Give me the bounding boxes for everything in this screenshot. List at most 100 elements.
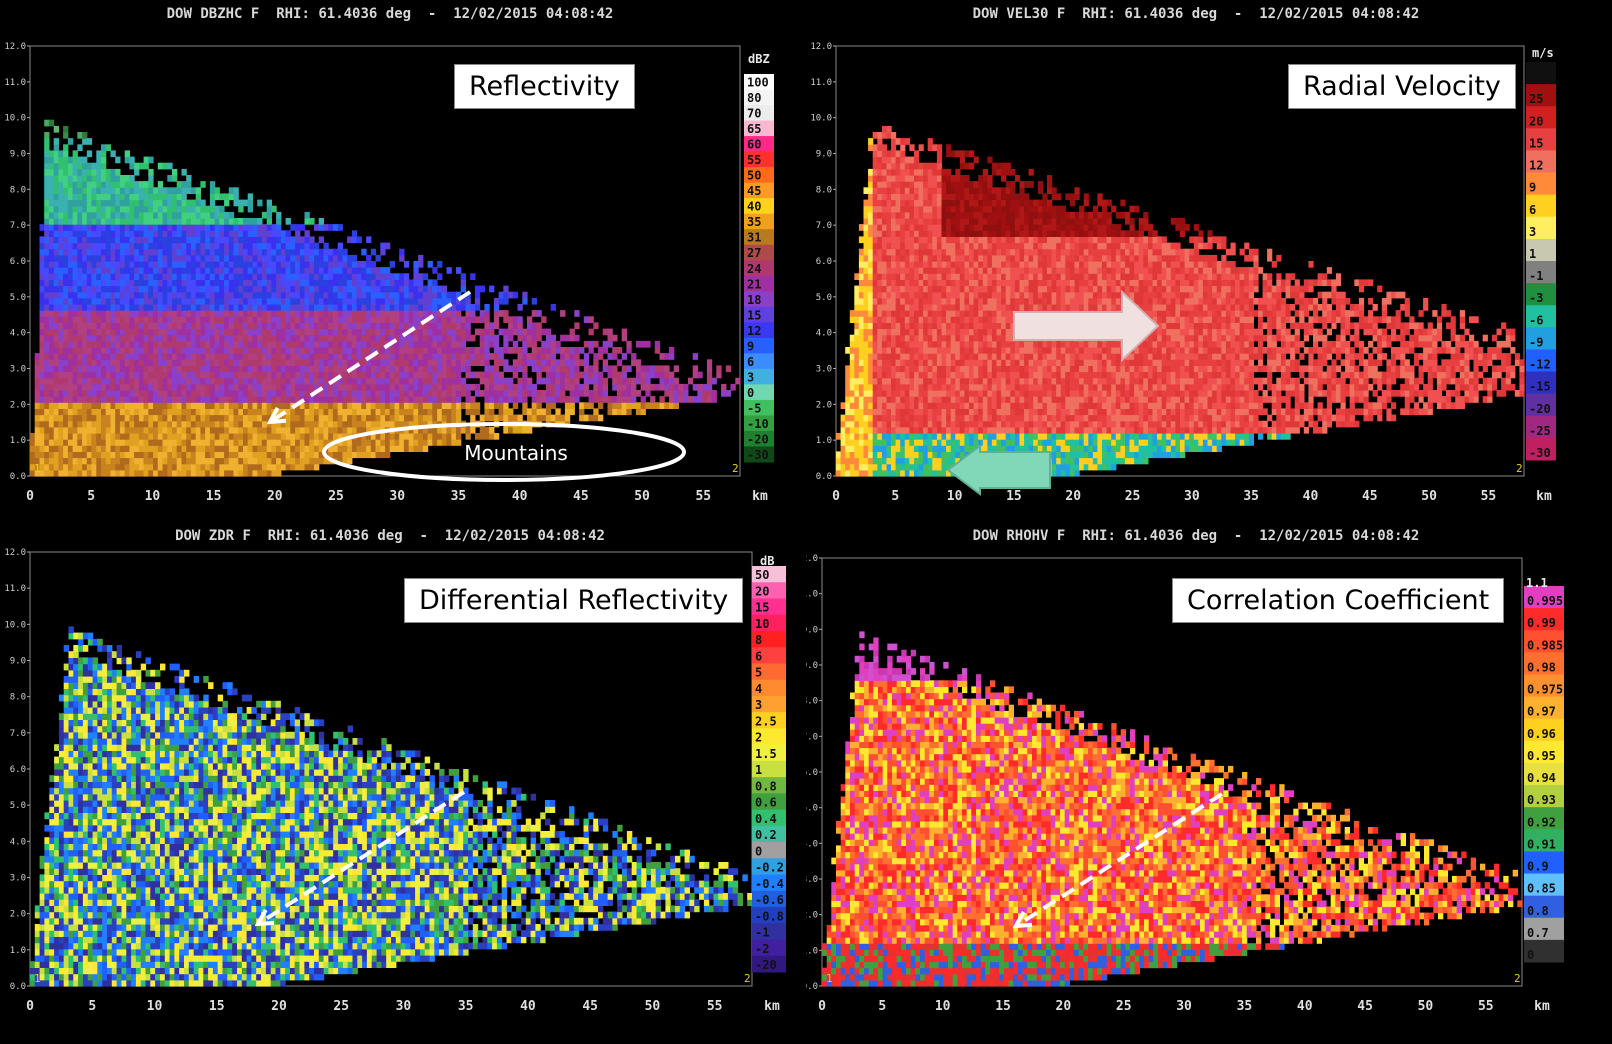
colorbar-unit: dB	[760, 554, 775, 568]
colorbar-swatch	[752, 614, 786, 632]
colorbar-label: -25	[1529, 424, 1551, 438]
x-tick-label: 50	[1421, 489, 1437, 504]
colorbar-label: 35	[747, 215, 761, 229]
colorbar-label: 0.85	[1527, 882, 1556, 896]
x-tick-label: 55	[707, 999, 723, 1014]
colorbar-label: 0	[755, 844, 762, 858]
y-tick-label: 1.0	[10, 946, 26, 956]
corner-mark: 2	[1516, 462, 1523, 475]
colorbar-label: -9	[1529, 335, 1543, 349]
panel-header: DOW ZDR F RHI: 61.4036 deg - 12/02/2015 …	[175, 528, 605, 544]
y-tick-label: 6.0	[10, 257, 26, 267]
colorbar-label: 0.98	[1527, 660, 1556, 674]
y-tick-label: 1.0	[806, 946, 818, 956]
colorbar-unit: dBZ	[748, 52, 770, 66]
colorbar-label: 0.7	[1527, 926, 1549, 940]
colorbar-swatch	[752, 793, 786, 811]
colorbar-swatch	[752, 663, 786, 681]
x-tick-label: 50	[634, 489, 650, 504]
colorbar-label: -0.4	[755, 877, 784, 891]
colorbar-label: 65	[747, 122, 761, 136]
colorbar-swatch	[1526, 84, 1556, 107]
x-tick-label: 5	[88, 999, 96, 1014]
y-tick-label: 3.0	[816, 365, 832, 375]
colorbar-swatch	[752, 760, 786, 778]
colorbar-label: 2.5	[755, 714, 777, 728]
colorbar-swatch	[1524, 762, 1564, 786]
panel-title: Differential Reflectivity	[404, 578, 744, 623]
rhi-plot-radial-velocity: 0 5 10 15 20 25 30 35 40 45 50 55 km 0.0 1.0 2.0 3.0 4.0 5…	[810, 42, 1556, 504]
colorbar-label: -2	[755, 942, 769, 956]
panel-title: Reflectivity	[454, 64, 635, 109]
x-tick-label: 20	[1065, 489, 1081, 504]
colorbar-swatch	[744, 399, 774, 416]
colorbar-swatch	[752, 777, 786, 794]
colorbar: 100807065605550454035312724211815129630-…	[744, 74, 774, 463]
colorbar-swatch	[752, 825, 786, 843]
x-tick-label: 50	[645, 999, 661, 1014]
colorbar-swatch	[1524, 873, 1564, 897]
colorbar-swatch	[1524, 851, 1564, 875]
colorbar-label: 0.96	[1527, 727, 1556, 741]
y-tick-label: 6.0	[806, 768, 818, 778]
colorbar-swatch	[744, 446, 774, 463]
x-tick-label: 0	[832, 489, 840, 504]
colorbar-label: -15	[1529, 380, 1551, 394]
colorbar-unit: m/s	[1532, 46, 1554, 60]
y-axis: 0.0 1.0 2.0 3.0 4.0 5.0 6.0 7.0 8.0 9.0 10.0 11.0 12…	[806, 554, 822, 992]
x-tick-label: 45	[1362, 489, 1378, 504]
colorbar-label: -0.2	[755, 861, 784, 875]
colorbar-label: 0.6	[755, 796, 777, 810]
colorbar-swatch	[752, 647, 786, 664]
colorbar-swatch	[744, 291, 774, 308]
x-axis: 0 5 10 15 20 25 30 35 40 45 50 55 km	[818, 999, 1550, 1014]
colorbar-swatch	[752, 955, 786, 973]
colorbar-label: 100	[747, 76, 769, 90]
y-tick-label: 10.0	[4, 114, 26, 124]
y-tick-label: 6.0	[10, 765, 26, 775]
colorbar-swatch	[1526, 150, 1556, 174]
colorbar-label: 0.97	[1527, 705, 1556, 719]
colorbar-swatch	[1524, 630, 1564, 653]
colorbar-swatch	[1524, 807, 1564, 830]
y-tick-label: 1.0	[816, 436, 832, 446]
dashed-arrow	[254, 790, 466, 927]
colorbar-label: 8	[755, 633, 762, 647]
y-tick-label: 7.0	[10, 729, 26, 739]
colorbar-label: 15	[1529, 136, 1543, 150]
colorbar-swatch	[1524, 652, 1564, 675]
colorbar-label: -1	[1529, 269, 1543, 283]
colorbar-label: -0.6	[755, 893, 784, 907]
x-tick-label: 15	[995, 999, 1011, 1014]
y-tick-label: 8.0	[10, 693, 26, 703]
colorbar-swatch	[1524, 740, 1564, 764]
colorbar-label: 40	[747, 200, 761, 214]
colorbar-swatch	[744, 167, 774, 184]
colorbar-label: -20	[1529, 402, 1551, 416]
colorbar-label: 0.92	[1527, 815, 1556, 829]
corner-mark: 1	[840, 462, 847, 475]
colorbar-swatch	[1526, 327, 1556, 350]
y-tick-label: 2.0	[10, 910, 26, 920]
colorbar-label: 21	[747, 277, 761, 291]
panel-title: Correlation Coefficient	[1172, 578, 1505, 623]
radar-echo	[822, 631, 1523, 987]
colorbar-label: 0.95	[1527, 749, 1556, 763]
colorbar-swatch	[744, 337, 774, 354]
radar-echo	[30, 119, 741, 477]
colorbar-swatch	[744, 89, 774, 106]
colorbar-swatch	[1524, 785, 1564, 808]
panel-title: Radial Velocity	[1288, 64, 1516, 109]
colorbar-swatch	[744, 74, 774, 91]
colorbar-swatch	[744, 213, 774, 230]
colorbar-swatch	[1526, 305, 1556, 328]
colorbar-label: 50	[755, 568, 769, 582]
y-tick-label: 7.0	[806, 732, 818, 742]
colorbar-unit: 1.1	[1526, 576, 1548, 590]
colorbar-swatch	[744, 120, 774, 137]
x-tick-label: 55	[1478, 999, 1494, 1014]
x-tick-label: 10	[147, 999, 163, 1014]
colorbar-swatch	[752, 598, 786, 616]
colorbar-swatch	[752, 842, 786, 859]
x-tick-label: 30	[389, 489, 405, 504]
